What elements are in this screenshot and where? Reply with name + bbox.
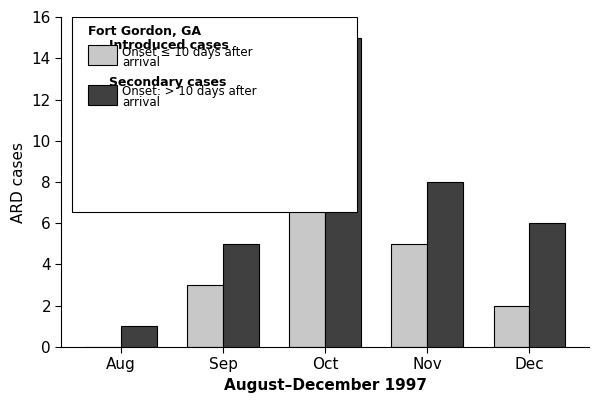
Bar bbox=[121, 326, 157, 347]
X-axis label: August–December 1997: August–December 1997 bbox=[224, 378, 427, 393]
Bar bbox=[325, 38, 361, 347]
Bar bbox=[187, 285, 223, 347]
Bar bbox=[529, 223, 565, 347]
Bar bbox=[88, 85, 117, 105]
Text: arrival: arrival bbox=[122, 96, 160, 109]
Bar bbox=[391, 244, 427, 347]
Bar bbox=[494, 306, 529, 347]
Bar bbox=[427, 182, 463, 347]
Y-axis label: ARD cases: ARD cases bbox=[11, 141, 26, 223]
Text: Onset ≤ 10 days after: Onset ≤ 10 days after bbox=[122, 46, 253, 59]
Text: arrival: arrival bbox=[122, 56, 160, 69]
Bar bbox=[88, 45, 117, 65]
FancyBboxPatch shape bbox=[72, 17, 357, 212]
Bar bbox=[289, 99, 325, 347]
Bar bbox=[223, 244, 259, 347]
Text: Fort Gordon, GA: Fort Gordon, GA bbox=[88, 25, 201, 38]
Text: Onset: > 10 days after: Onset: > 10 days after bbox=[122, 85, 257, 99]
Text: Introduced cases: Introduced cases bbox=[109, 38, 229, 52]
Text: Secondary cases: Secondary cases bbox=[109, 76, 226, 89]
